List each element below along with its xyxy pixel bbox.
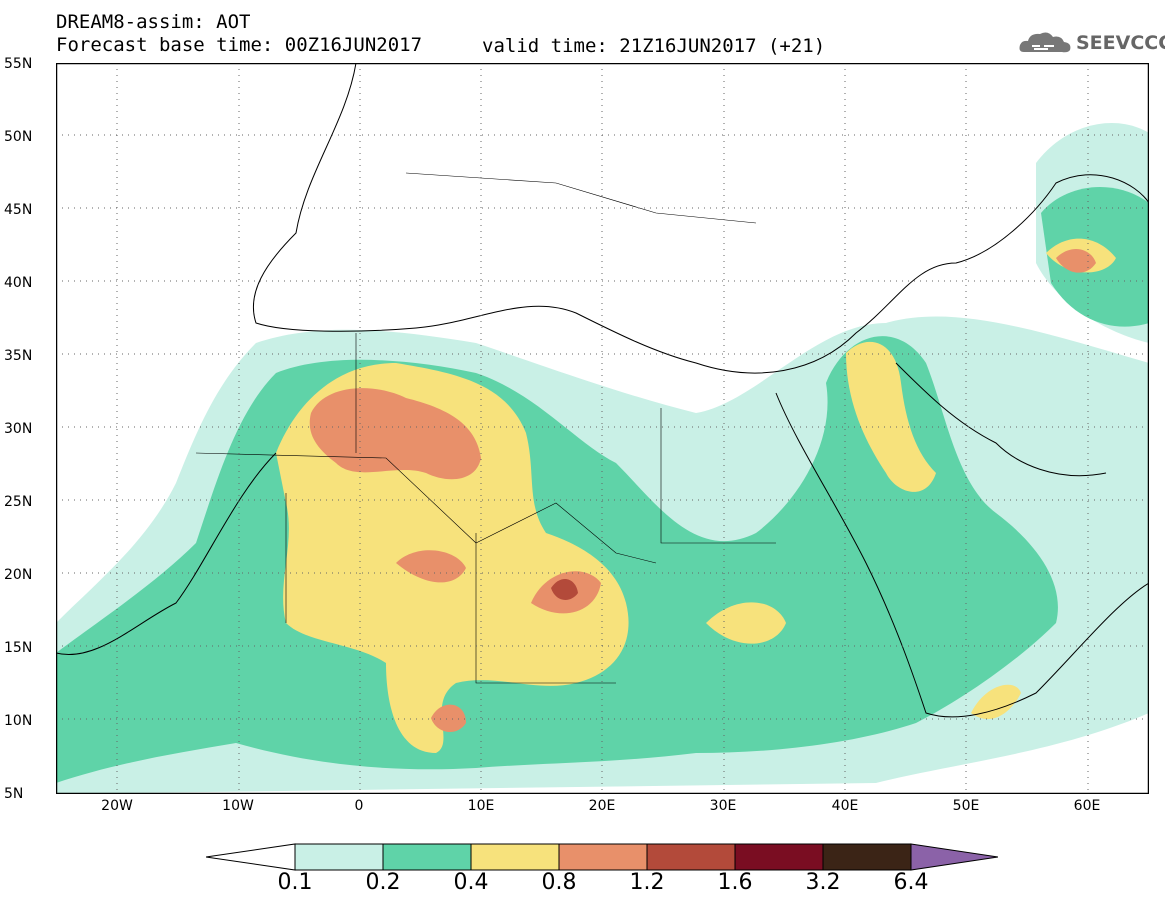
colorbar-label: 1.2	[629, 870, 665, 895]
lon-label: 10W	[222, 798, 254, 814]
aot-field	[56, 123, 1149, 794]
country-borders	[195, 172, 776, 684]
lat-label: 20N	[4, 567, 33, 583]
colorbar-label: 3.2	[805, 870, 841, 895]
aot-contour-0.4-arabia	[706, 602, 786, 644]
colorbar-swatch	[822, 843, 912, 871]
aot-contour-0.4-yemen	[971, 684, 1021, 720]
logo-text: SEEVCCC	[1076, 32, 1165, 54]
aot-contour-0.8	[309, 388, 481, 480]
colorbar-swatch	[646, 843, 736, 871]
colorbar	[206, 843, 998, 871]
lon-label: 0	[354, 798, 364, 814]
title-line1: DREAM8-assim: AOT	[56, 11, 251, 33]
lon-label: 30E	[709, 798, 737, 814]
lat-label: 5N	[4, 786, 24, 802]
seevccc-logo: SEEVCCC	[1018, 28, 1165, 58]
aot-contour-0.8-b	[396, 550, 466, 583]
colorbar-label: 0.8	[541, 870, 577, 895]
colorbar-low-arrow	[206, 843, 296, 871]
colorbar-swatch	[734, 843, 824, 871]
coastlines	[56, 63, 1149, 718]
lat-label: 25N	[4, 494, 33, 510]
colorbar-label: 0.1	[277, 870, 313, 895]
cloud-icon	[1019, 32, 1071, 53]
lon-label: 10E	[467, 798, 495, 814]
valid-time: valid time: 21Z16JUN2017 (+21)	[482, 35, 826, 57]
colorbar-swatch	[294, 843, 384, 871]
aot-contour-0.4-east	[846, 341, 936, 492]
aot-contour-1.2	[551, 578, 578, 600]
lat-label: 50N	[4, 129, 33, 145]
title-line2: Forecast base time: 00Z16JUN2017	[56, 34, 423, 56]
colorbar-label: 0.4	[453, 870, 489, 895]
lat-label: 55N	[4, 56, 33, 72]
lat-label: 45N	[4, 202, 33, 218]
colorbar-swatch	[558, 843, 648, 871]
colorbar-swatch	[382, 843, 472, 871]
lon-label: 50E	[952, 798, 980, 814]
colorbar-label: 1.6	[717, 870, 753, 895]
lat-label: 15N	[4, 640, 33, 656]
lon-label: 20W	[101, 798, 133, 814]
colorbar-high-arrow	[910, 843, 998, 871]
aot-contour-0.8-d	[431, 704, 466, 733]
graticule	[56, 63, 1149, 794]
map-frame	[56, 63, 1149, 794]
lat-label: 40N	[4, 275, 33, 291]
lon-label: 40E	[831, 798, 859, 814]
lon-label: 60E	[1073, 798, 1101, 814]
colorbar-label: 0.2	[365, 870, 401, 895]
colorbar-swatch	[470, 843, 560, 871]
colorbar-label: 6.4	[893, 870, 929, 895]
lat-label: 30N	[4, 421, 33, 437]
lon-label: 20E	[588, 798, 616, 814]
lat-label: 35N	[4, 348, 33, 364]
aot-contour-0.8-caspian	[1056, 248, 1096, 273]
aot-map	[56, 63, 1149, 794]
lat-label: 10N	[4, 713, 33, 729]
